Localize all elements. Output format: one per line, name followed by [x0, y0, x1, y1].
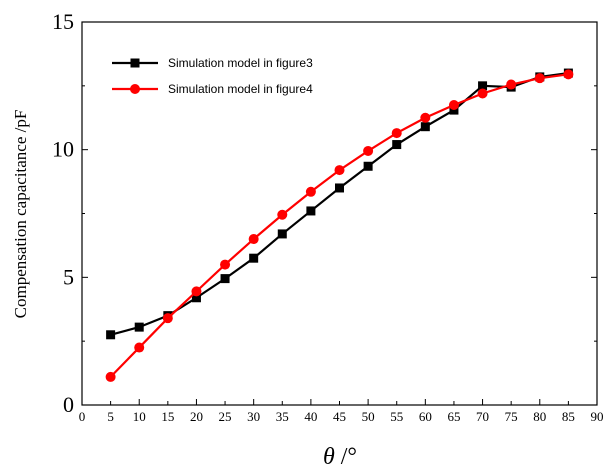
data-point: [363, 145, 374, 156]
x-tick-label: 30: [247, 409, 260, 424]
data-point: [277, 209, 288, 220]
x-tick-label: 10: [133, 409, 146, 424]
x-axis-symbol: θ: [323, 444, 335, 470]
legend: Simulation model in figure3 Simulation mo…: [112, 56, 313, 96]
legend-label: Simulation model in figure4: [168, 82, 313, 96]
data-point: [506, 79, 517, 90]
legend-marker: [130, 84, 140, 94]
data-point: [248, 234, 259, 245]
legend-entry-1: Simulation model in figure3: [112, 56, 313, 70]
x-tick-label: 60: [419, 409, 432, 424]
y-tick-label: 15: [52, 9, 74, 34]
data-point: [191, 286, 202, 297]
series-line: [110, 71, 569, 336]
data-point: [477, 88, 488, 99]
data-point: [134, 322, 144, 332]
x-tick-label: 0: [79, 409, 86, 424]
x-tick-label: 65: [447, 409, 460, 424]
x-tick-label: 55: [390, 409, 403, 424]
data-point: [306, 206, 316, 216]
data-point: [563, 69, 574, 80]
legend-label: Simulation model in figure3: [168, 56, 313, 70]
data-point: [191, 293, 201, 303]
series-1: [106, 68, 573, 340]
y-tick-label: 0: [63, 392, 74, 417]
data-point: [305, 186, 316, 197]
data-point: [478, 81, 488, 91]
data-point: [105, 371, 116, 382]
x-tick-label: 25: [219, 409, 232, 424]
y-axis-title: Compensation capacitance /pF: [11, 110, 30, 319]
data-point: [391, 128, 402, 139]
x-axis-title: θ /°: [323, 444, 357, 470]
data-point: [277, 229, 287, 239]
legend-marker: [130, 58, 140, 68]
x-tick-label: 80: [533, 409, 546, 424]
data-point: [534, 73, 545, 84]
data-point: [392, 140, 402, 150]
data-point: [420, 122, 430, 132]
data-point: [162, 313, 173, 324]
data-point: [249, 253, 259, 263]
x-tick-label: 50: [362, 409, 375, 424]
data-point: [420, 112, 431, 123]
y-tick-label: 10: [52, 137, 74, 162]
series-layer: [105, 68, 574, 382]
x-tick-label: 45: [333, 409, 346, 424]
x-tick-label: 40: [304, 409, 317, 424]
x-tick-label: 85: [562, 409, 575, 424]
data-point: [363, 161, 373, 171]
x-tick-label: 5: [107, 409, 114, 424]
axes: 0 5 10 15 20 25 30 35 40 45 50 55 60 65 70 75 80 85 90 0 5 10…: [52, 9, 604, 424]
data-point: [448, 99, 459, 110]
data-point: [220, 259, 231, 270]
plot-frame: [81, 21, 598, 406]
data-point: [334, 165, 345, 176]
x-tick-label: 90: [591, 409, 604, 424]
x-tick-label: 75: [505, 409, 518, 424]
legend-entry-2: Simulation model in figure4: [112, 82, 313, 96]
data-point: [134, 342, 145, 353]
x-tick-label: 15: [161, 409, 174, 424]
x-axis-unit: /°: [335, 444, 357, 470]
series-2: [105, 69, 574, 382]
data-point: [449, 105, 459, 115]
data-point: [106, 330, 116, 340]
x-tick-label: 20: [190, 409, 203, 424]
y-tick-label: 5: [63, 264, 74, 289]
data-point: [335, 183, 344, 193]
x-tick-label: 35: [276, 409, 289, 424]
data-point: [220, 274, 230, 284]
x-tick-label: 70: [476, 409, 489, 424]
series-line: [109, 73, 569, 378]
